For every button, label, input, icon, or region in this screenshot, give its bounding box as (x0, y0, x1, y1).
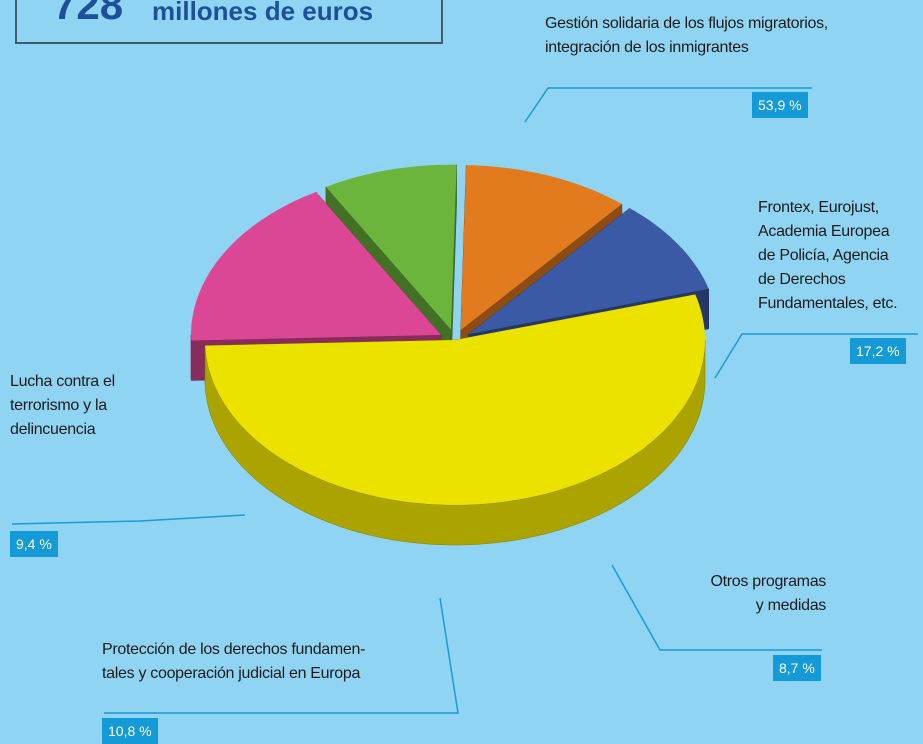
leader-line (104, 597, 459, 714)
slice-label: Otros programas y medidas (710, 573, 826, 614)
value-label: 53,9 % (752, 92, 808, 118)
leader-line (714, 333, 918, 379)
slice-label: Protección de los derechos fundamen- tal… (102, 641, 366, 682)
slice-top (205, 294, 705, 505)
slice-label: Lucha contra el terrorismo y la delincue… (10, 373, 115, 438)
value-label: 8,7 % (773, 655, 821, 681)
value-label: 10,8 % (102, 718, 158, 744)
value-label: 17,2 % (850, 338, 906, 364)
title-unit: millones de euros (152, 0, 374, 26)
slice-top (460, 165, 622, 331)
title-amount: 728 (53, 0, 124, 28)
slice-top (191, 192, 441, 341)
leader-line (524, 87, 812, 123)
leader-lines (11, 87, 918, 714)
slice-label: Frontex, Eurojust, Academia Europea de P… (758, 199, 898, 312)
leader-line (11, 514, 246, 525)
leader-line (611, 564, 822, 651)
slice-label: Gestión solidaria de los flujos migrator… (545, 15, 828, 56)
title-box: 728 millones de euros (15, 0, 443, 44)
value-label: 9,4 % (10, 531, 58, 557)
slice-top (468, 208, 709, 335)
slice-top (325, 164, 457, 330)
slice (204, 294, 706, 546)
